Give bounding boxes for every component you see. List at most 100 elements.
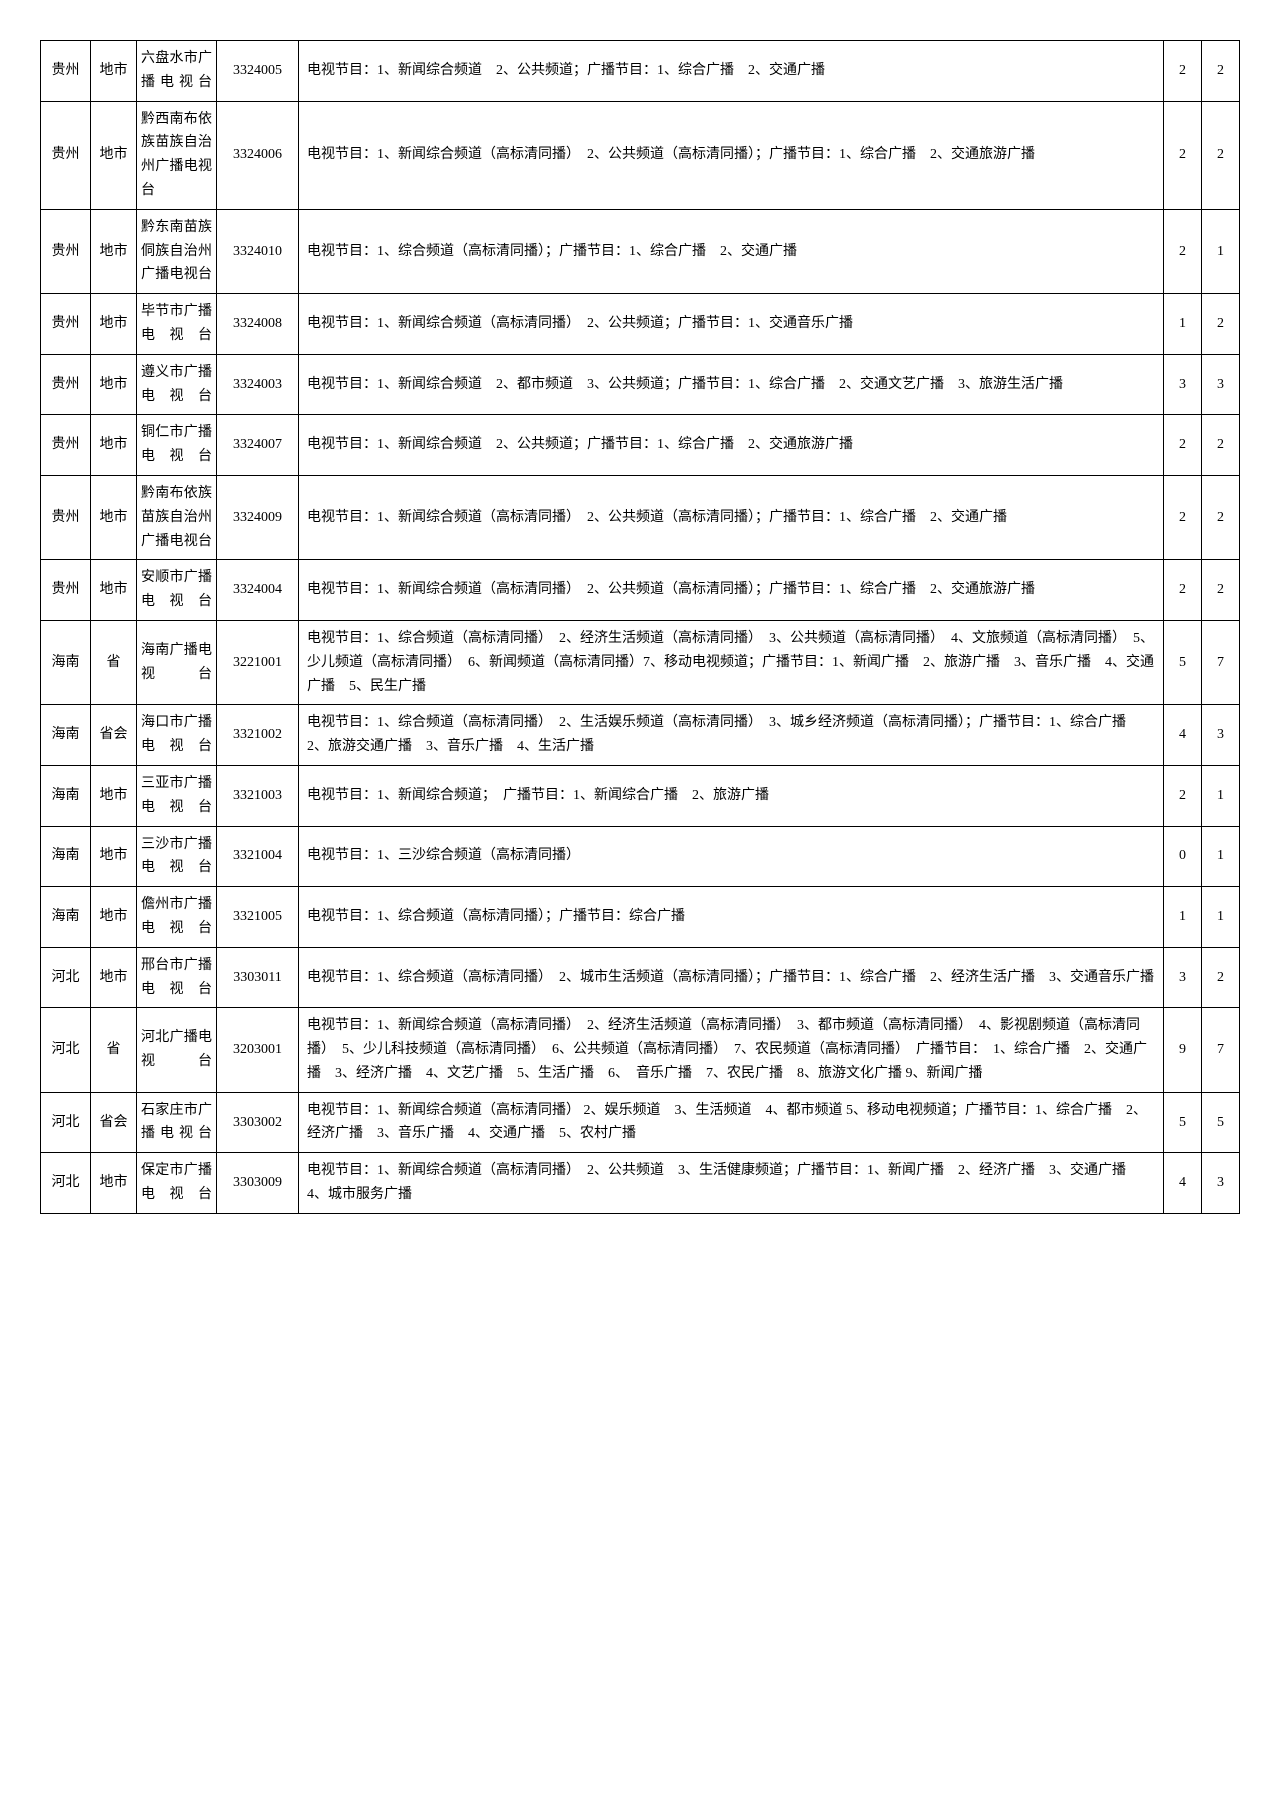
province-cell: 河北 [41, 1153, 91, 1214]
province-cell: 贵州 [41, 475, 91, 559]
org-cell: 河北广播电视台 [137, 1008, 217, 1092]
count2-cell: 1 [1202, 209, 1240, 293]
org-cell: 海南广播电视台 [137, 620, 217, 704]
code-cell: 3321004 [217, 826, 299, 887]
table-row: 海南地市三亚市广播电视台3321003电视节目：1、新闻综合频道； 广播节目：1… [41, 765, 1240, 826]
count1-cell: 9 [1164, 1008, 1202, 1092]
code-cell: 3324008 [217, 294, 299, 355]
level-cell: 地市 [91, 294, 137, 355]
count1-cell: 1 [1164, 887, 1202, 948]
code-cell: 3324009 [217, 475, 299, 559]
count2-cell: 2 [1202, 101, 1240, 209]
org-cell: 黔南布依族苗族自治州广播电视台 [137, 475, 217, 559]
province-cell: 海南 [41, 826, 91, 887]
desc-cell: 电视节目：1、新闻综合频道 2、公共频道；广播节目：1、综合广播 2、交通广播 [299, 41, 1164, 102]
level-cell: 地市 [91, 354, 137, 415]
broadcast-stations-table: 贵州地市六盘水市广播电视台3324005电视节目：1、新闻综合频道 2、公共频道… [40, 40, 1240, 1214]
province-cell: 贵州 [41, 560, 91, 621]
count1-cell: 2 [1164, 415, 1202, 476]
org-cell: 石家庄市广播电视台 [137, 1092, 217, 1153]
count2-cell: 1 [1202, 826, 1240, 887]
code-cell: 3324010 [217, 209, 299, 293]
count1-cell: 1 [1164, 294, 1202, 355]
code-cell: 3303009 [217, 1153, 299, 1214]
count1-cell: 5 [1164, 620, 1202, 704]
count2-cell: 2 [1202, 41, 1240, 102]
table-row: 海南省海南广播电视台3221001电视节目：1、综合频道（高标清同播） 2、经济… [41, 620, 1240, 704]
org-cell: 黔东南苗族侗族自治州广播电视台 [137, 209, 217, 293]
code-cell: 3324006 [217, 101, 299, 209]
province-cell: 贵州 [41, 415, 91, 476]
desc-cell: 电视节目：1、综合频道（高标清同播）；广播节目：综合广播 [299, 887, 1164, 948]
count1-cell: 3 [1164, 354, 1202, 415]
table-row: 贵州地市六盘水市广播电视台3324005电视节目：1、新闻综合频道 2、公共频道… [41, 41, 1240, 102]
org-cell: 六盘水市广播电视台 [137, 41, 217, 102]
code-cell: 3303002 [217, 1092, 299, 1153]
desc-cell: 电视节目：1、三沙综合频道（高标清同播） [299, 826, 1164, 887]
table-row: 河北省河北广播电视台3203001电视节目：1、新闻综合频道（高标清同播） 2、… [41, 1008, 1240, 1092]
count2-cell: 5 [1202, 1092, 1240, 1153]
level-cell: 省会 [91, 1092, 137, 1153]
desc-cell: 电视节目：1、新闻综合频道； 广播节目：1、新闻综合广播 2、旅游广播 [299, 765, 1164, 826]
desc-cell: 电视节目：1、综合频道（高标清同播） 2、经济生活频道（高标清同播） 3、公共频… [299, 620, 1164, 704]
table-row: 贵州地市安顺市广播电视台3324004电视节目：1、新闻综合频道（高标清同播） … [41, 560, 1240, 621]
org-cell: 铜仁市广播电视台 [137, 415, 217, 476]
count1-cell: 2 [1164, 209, 1202, 293]
province-cell: 贵州 [41, 41, 91, 102]
count1-cell: 2 [1164, 101, 1202, 209]
province-cell: 海南 [41, 887, 91, 948]
count2-cell: 7 [1202, 620, 1240, 704]
count1-cell: 2 [1164, 560, 1202, 621]
count2-cell: 2 [1202, 560, 1240, 621]
count1-cell: 4 [1164, 705, 1202, 766]
count1-cell: 2 [1164, 475, 1202, 559]
province-cell: 河北 [41, 1008, 91, 1092]
level-cell: 地市 [91, 475, 137, 559]
province-cell: 河北 [41, 1092, 91, 1153]
province-cell: 海南 [41, 620, 91, 704]
org-cell: 遵义市广播电视台 [137, 354, 217, 415]
table-row: 贵州地市遵义市广播电视台3324003电视节目：1、新闻综合频道 2、都市频道 … [41, 354, 1240, 415]
desc-cell: 电视节目：1、新闻综合频道（高标清同播） 2、公共频道；广播节目：1、交通音乐广… [299, 294, 1164, 355]
level-cell: 省会 [91, 705, 137, 766]
table-row: 河北地市邢台市广播电视台3303011电视节目：1、综合频道（高标清同播） 2、… [41, 947, 1240, 1008]
count2-cell: 1 [1202, 887, 1240, 948]
desc-cell: 电视节目：1、新闻综合频道 2、公共频道；广播节目：1、综合广播 2、交通旅游广… [299, 415, 1164, 476]
org-cell: 三亚市广播电视台 [137, 765, 217, 826]
count2-cell: 3 [1202, 1153, 1240, 1214]
level-cell: 地市 [91, 41, 137, 102]
org-cell: 儋州市广播电视台 [137, 887, 217, 948]
table-row: 贵州地市黔东南苗族侗族自治州广播电视台3324010电视节目：1、综合频道（高标… [41, 209, 1240, 293]
org-cell: 毕节市广播电视台 [137, 294, 217, 355]
level-cell: 省 [91, 1008, 137, 1092]
table-row: 海南地市儋州市广播电视台3321005电视节目：1、综合频道（高标清同播）；广播… [41, 887, 1240, 948]
level-cell: 地市 [91, 415, 137, 476]
level-cell: 地市 [91, 209, 137, 293]
count2-cell: 1 [1202, 765, 1240, 826]
desc-cell: 电视节目：1、新闻综合频道（高标清同播） 2、公共频道（高标清同播）；广播节目：… [299, 101, 1164, 209]
level-cell: 地市 [91, 826, 137, 887]
table-row: 贵州地市黔西南布依族苗族自治州广播电视台3324006电视节目：1、新闻综合频道… [41, 101, 1240, 209]
count2-cell: 7 [1202, 1008, 1240, 1092]
org-cell: 海口市广播电视台 [137, 705, 217, 766]
province-cell: 贵州 [41, 294, 91, 355]
desc-cell: 电视节目：1、新闻综合频道（高标清同播） 2、公共频道 3、生活健康频道；广播节… [299, 1153, 1164, 1214]
level-cell: 地市 [91, 947, 137, 1008]
org-cell: 三沙市广播电视台 [137, 826, 217, 887]
count2-cell: 3 [1202, 705, 1240, 766]
table-row: 海南省会海口市广播电视台3321002电视节目：1、综合频道（高标清同播） 2、… [41, 705, 1240, 766]
province-cell: 海南 [41, 765, 91, 826]
code-cell: 3321005 [217, 887, 299, 948]
count2-cell: 2 [1202, 947, 1240, 1008]
province-cell: 贵州 [41, 101, 91, 209]
code-cell: 3321003 [217, 765, 299, 826]
table-row: 贵州地市铜仁市广播电视台3324007电视节目：1、新闻综合频道 2、公共频道；… [41, 415, 1240, 476]
count1-cell: 0 [1164, 826, 1202, 887]
table-row: 贵州地市黔南布依族苗族自治州广播电视台3324009电视节目：1、新闻综合频道（… [41, 475, 1240, 559]
table-row: 河北地市保定市广播电视台3303009电视节目：1、新闻综合频道（高标清同播） … [41, 1153, 1240, 1214]
code-cell: 3324003 [217, 354, 299, 415]
code-cell: 3203001 [217, 1008, 299, 1092]
desc-cell: 电视节目：1、新闻综合频道（高标清同播） 2、公共频道（高标清同播）；广播节目：… [299, 560, 1164, 621]
org-cell: 邢台市广播电视台 [137, 947, 217, 1008]
level-cell: 地市 [91, 887, 137, 948]
